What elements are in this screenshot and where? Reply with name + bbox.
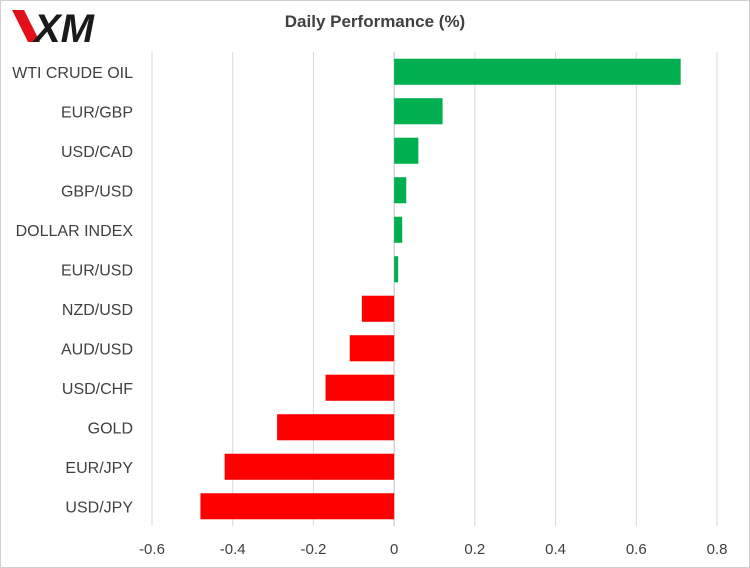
category-label: GBP/USD <box>61 183 133 200</box>
x-tick-label: 0.6 <box>626 541 647 558</box>
category-labels: WTI CRUDE OIL EUR/GBP USD/CAD GBP/USD DOLLAR… <box>12 65 133 517</box>
bar <box>394 177 407 204</box>
bar <box>224 453 395 480</box>
chart-title: Daily Performance (%) <box>284 12 466 31</box>
bar <box>200 493 395 520</box>
logo-text: XM <box>32 7 96 48</box>
category-label: EUR/GBP <box>61 104 133 121</box>
bar <box>277 414 395 441</box>
x-axis-tick-labels: -0.6 -0.4 -0.2 0 0.2 0.4 0.6 0.8 <box>139 541 727 558</box>
x-tick-label: 0.4 <box>545 541 566 558</box>
bar <box>325 374 395 401</box>
bar <box>394 58 681 85</box>
category-label: USD/CAD <box>61 144 133 161</box>
bars <box>200 58 681 520</box>
bar <box>394 98 443 125</box>
category-label: EUR/USD <box>61 262 133 279</box>
category-label: USD/JPY <box>65 499 133 516</box>
category-label: USD/CHF <box>62 381 133 398</box>
category-label: WTI CRUDE OIL <box>12 65 133 82</box>
bar <box>361 295 395 322</box>
gridlines <box>151 52 718 526</box>
category-label: DOLLAR INDEX <box>16 223 134 240</box>
category-label: EUR/JPY <box>65 460 133 477</box>
x-tick-label: -0.6 <box>139 541 165 558</box>
x-tick-label: -0.2 <box>300 541 326 558</box>
x-tick-label: -0.4 <box>220 541 246 558</box>
category-label: GOLD <box>88 420 133 437</box>
x-tick-label: 0.8 <box>707 541 728 558</box>
bar <box>394 216 403 243</box>
category-label: NZD/USD <box>62 302 133 319</box>
x-tick-label: 0 <box>390 541 398 558</box>
bar <box>349 335 395 362</box>
x-tick-label: 0.2 <box>464 541 485 558</box>
bar <box>394 137 419 164</box>
logo-accent-stroke <box>12 10 40 42</box>
xm-logo: XM <box>12 7 96 48</box>
category-label: AUD/USD <box>61 341 133 358</box>
bar <box>394 256 399 283</box>
